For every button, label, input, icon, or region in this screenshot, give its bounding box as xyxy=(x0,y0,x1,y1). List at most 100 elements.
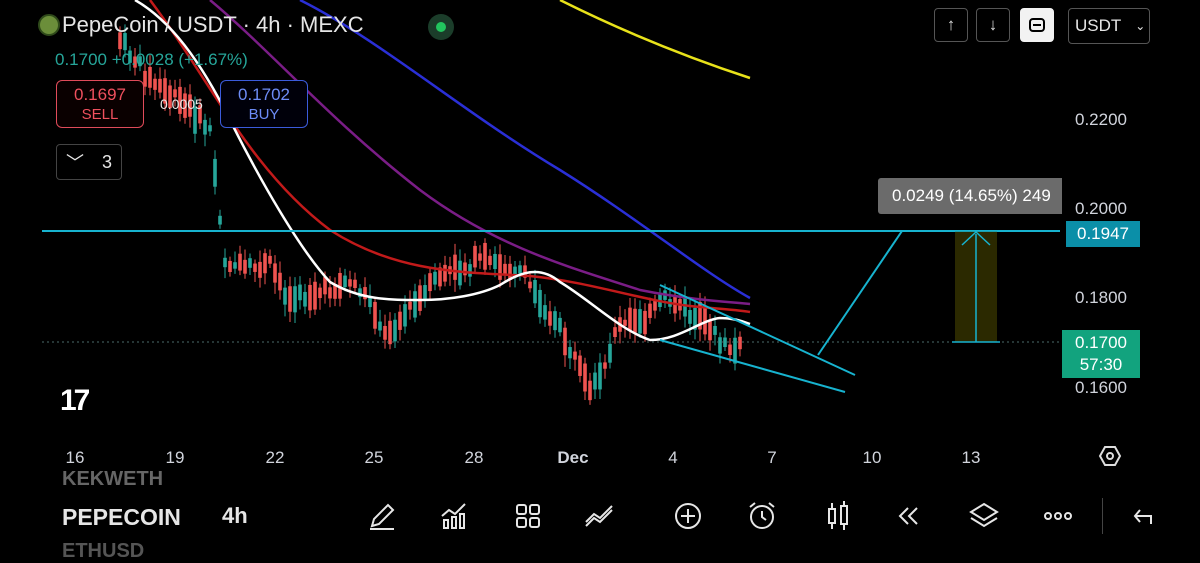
candle-body xyxy=(328,287,332,299)
candle-body xyxy=(498,254,502,280)
candle-body xyxy=(693,307,697,330)
replay-icon[interactable] xyxy=(890,498,926,534)
candle-body xyxy=(218,215,222,225)
chevron-down-icon: ﹀ xyxy=(65,153,84,173)
alarm-icon[interactable] xyxy=(744,498,780,534)
candle-countdown: 57:30 xyxy=(1079,355,1123,374)
buy-button[interactable]: 0.1702 BUY xyxy=(220,80,308,128)
candle-body xyxy=(523,265,527,278)
candle-type-icon[interactable] xyxy=(820,498,856,534)
candle-body xyxy=(348,279,352,287)
candle-body xyxy=(438,267,442,287)
candle-body xyxy=(143,70,147,87)
last-price-badge: 0.1700 57:30 xyxy=(1062,330,1140,378)
timeframe-button[interactable]: 4h xyxy=(222,503,248,528)
currency-select[interactable]: USDT ⌄ xyxy=(1068,8,1150,44)
candle-body xyxy=(178,86,182,114)
candle-body xyxy=(213,158,217,187)
grid-icon[interactable] xyxy=(510,498,546,534)
candle-body xyxy=(233,262,237,269)
candle-body xyxy=(308,284,312,311)
candle-body xyxy=(363,287,367,300)
candle-body xyxy=(648,303,652,318)
back-icon[interactable] xyxy=(1126,498,1162,534)
symbol-name[interactable]: PEPECOIN xyxy=(62,504,181,530)
price-axis-label: 0.1600 xyxy=(1075,378,1127,397)
wedge-upper-line[interactable] xyxy=(659,284,856,376)
candle-body xyxy=(453,254,457,280)
candle-body xyxy=(118,32,122,50)
symbol-prev[interactable]: KEKWETH xyxy=(62,468,164,490)
pencil-icon[interactable] xyxy=(364,498,400,534)
candle-body xyxy=(548,311,552,326)
settings-icon[interactable] xyxy=(1098,444,1122,468)
currency-value: USDT xyxy=(1075,16,1122,35)
candle-body xyxy=(423,285,427,299)
indicators-toggle[interactable]: ﹀ 3 xyxy=(56,144,122,180)
candle-body xyxy=(228,260,232,272)
candle-body xyxy=(238,253,242,271)
arrow-up-icon[interactable]: ↑ xyxy=(934,8,968,42)
candle-body xyxy=(408,301,412,310)
candle-body xyxy=(528,281,532,289)
sell-button[interactable]: 0.1697 SELL xyxy=(56,80,144,128)
candle-body xyxy=(643,310,647,335)
candle-body xyxy=(208,125,212,132)
candle-body xyxy=(223,257,227,268)
chart-title[interactable]: PepeCoin / USDT · 4h · MEXC xyxy=(62,12,364,37)
candle-body xyxy=(573,351,577,360)
candle-body xyxy=(738,336,742,350)
candle-body xyxy=(248,258,252,268)
wedge-lower-line[interactable] xyxy=(659,339,846,393)
strategy-icon[interactable] xyxy=(582,498,618,534)
candle-body xyxy=(273,263,277,283)
buy-label: BUY xyxy=(248,106,280,123)
candle-body xyxy=(313,281,317,310)
candle-body xyxy=(633,308,637,333)
candle-body xyxy=(278,272,282,291)
candle-body xyxy=(558,317,562,333)
fullscreen-icon[interactable] xyxy=(1020,8,1054,42)
candle-body xyxy=(288,286,292,312)
candle-body xyxy=(378,321,382,331)
arrow-down-icon[interactable]: ↓ xyxy=(976,8,1010,42)
toolbar-divider xyxy=(1102,498,1103,534)
candle-body xyxy=(128,50,132,63)
candle-body xyxy=(393,319,397,342)
candle-body xyxy=(458,260,462,286)
candle-body xyxy=(588,380,592,401)
time-axis-label: 7 xyxy=(767,448,777,467)
candle-body xyxy=(403,304,407,327)
candle-body xyxy=(428,273,432,292)
price-change: 0.1700 +0.0028 (+1.67%) xyxy=(55,50,248,69)
candle-body xyxy=(698,301,702,330)
chevron-down-icon: ⌄ xyxy=(1135,19,1146,33)
ma-white-line xyxy=(134,0,751,342)
candle-body xyxy=(713,325,717,335)
candle-body xyxy=(493,253,497,270)
candle-body xyxy=(608,343,612,363)
candle-body xyxy=(303,291,307,307)
add-icon[interactable] xyxy=(670,498,706,534)
projection-line[interactable] xyxy=(817,230,903,356)
candle-body xyxy=(553,311,557,331)
sell-price: 0.1697 xyxy=(74,85,126,104)
candle-body xyxy=(583,363,587,392)
candle-body xyxy=(398,311,402,330)
market-status-icon[interactable] xyxy=(428,14,454,40)
indicators-icon[interactable] xyxy=(436,498,472,534)
candle-body xyxy=(468,264,472,277)
candle-body xyxy=(703,306,707,335)
candle-body xyxy=(503,263,507,276)
more-icon[interactable] xyxy=(1040,498,1076,534)
price-axis-label: 0.2200 xyxy=(1075,110,1127,129)
layers-icon[interactable] xyxy=(966,498,1002,534)
candle-body xyxy=(718,337,722,354)
candle-body xyxy=(333,284,337,299)
symbol-next[interactable]: ETHUSD xyxy=(62,540,145,562)
tradingview-logo: 17 xyxy=(60,384,90,417)
candle-body xyxy=(298,284,302,301)
candle-body xyxy=(568,347,572,359)
buy-price: 0.1702 xyxy=(238,85,290,104)
